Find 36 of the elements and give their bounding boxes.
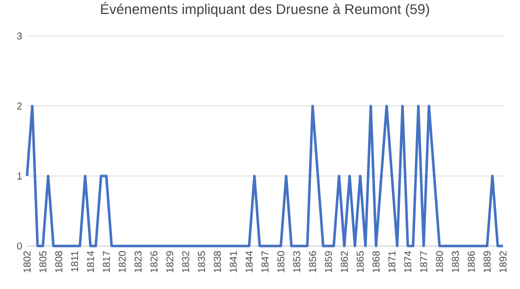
chart-title: Événements impliquant des Druesne à Reumont (59): [101, 2, 430, 17]
x-tick-label: 1862: [340, 251, 348, 272]
x-tick-label: 1886: [468, 251, 475, 272]
x-tick-label: 1832: [182, 251, 190, 272]
y-tick-label: 1: [17, 172, 22, 180]
x-tick-label: 1850: [277, 251, 284, 272]
y-tick-label: 0: [17, 242, 22, 250]
x-tick-label: 1802: [23, 251, 31, 272]
x-tick-label: 1814: [86, 251, 94, 272]
x-tick-label: 1868: [372, 251, 380, 272]
x-tick-label: 1865: [356, 251, 364, 272]
x-tick-label: 1859: [324, 251, 332, 272]
x-tick-label: 1805: [39, 251, 46, 272]
x-tick-label: 1808: [55, 251, 62, 272]
x-tick-label: 1889: [484, 251, 491, 272]
y-tick-label: 3: [17, 32, 22, 40]
x-tick-label: 1829: [166, 251, 174, 272]
x-tick-label: 1883: [452, 251, 459, 272]
x-tick-label: 1877: [420, 251, 428, 272]
x-tick-label: 1847: [261, 251, 269, 272]
x-tick-label: 1871: [388, 251, 396, 272]
x-tick-label: 1835: [198, 251, 206, 272]
x-tick-label: 1820: [118, 251, 126, 272]
y-tick-label: 2: [17, 102, 22, 110]
x-tick-label: 1811: [71, 251, 78, 272]
x-tick-label: 1892: [499, 251, 507, 272]
x-tick-label: 1826: [150, 251, 158, 272]
x-tick-label: 1880: [436, 251, 444, 272]
x-tick-label: 1856: [309, 251, 316, 272]
x-tick-label: 1853: [293, 251, 300, 272]
x-tick-label: 1838: [214, 251, 221, 272]
x-tick-label: 1841: [230, 251, 237, 272]
x-tick-label: 1823: [134, 251, 142, 272]
x-tick-label: 1874: [404, 251, 412, 272]
x-tick-label: 1844: [246, 251, 253, 272]
x-tick-label: 1817: [102, 251, 110, 272]
